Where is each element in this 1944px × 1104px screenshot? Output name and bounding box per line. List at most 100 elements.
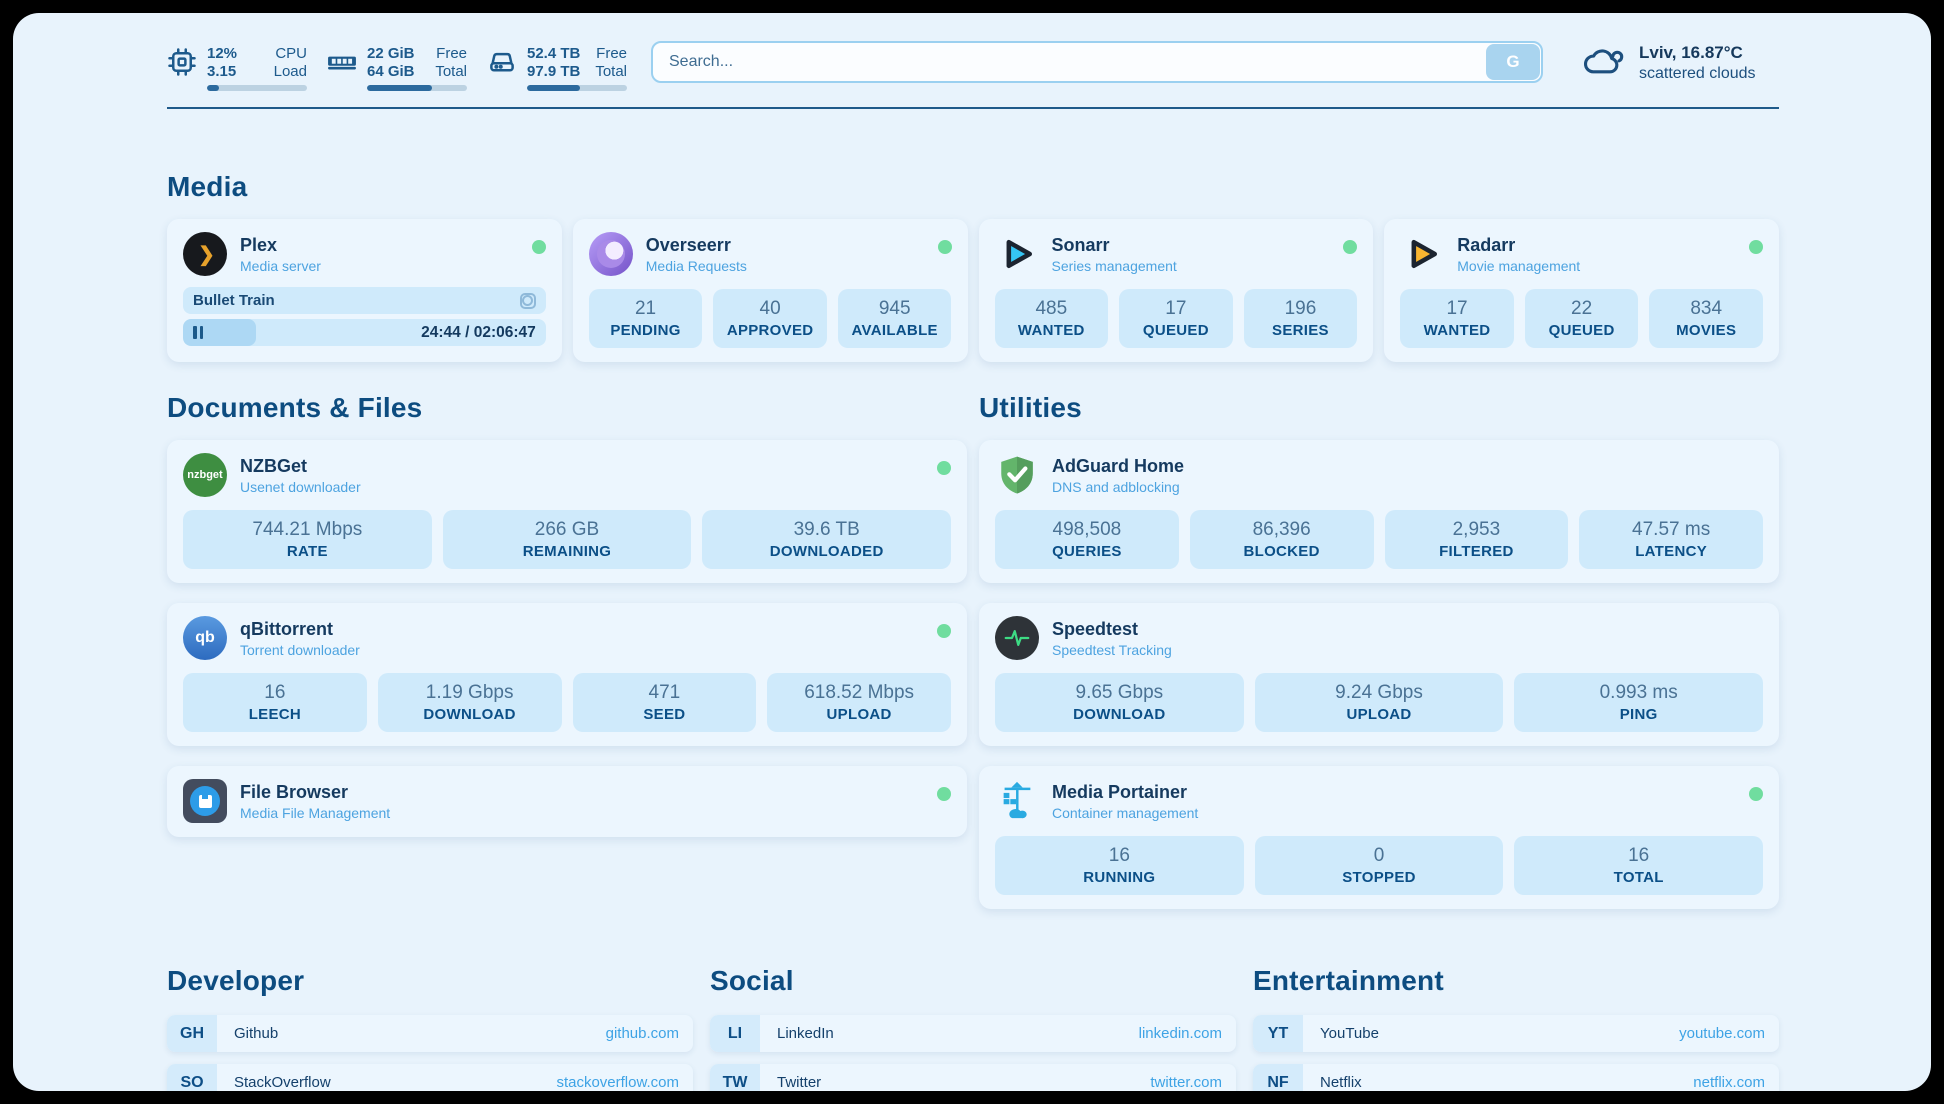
link-row-twitter[interactable]: TW Twitter twitter.com [710,1064,1236,1091]
documents-column: Documents & Files nzbget NZBGet Usenet d… [167,392,967,909]
stat-box: 47.57 ms LATENCY [1579,510,1763,569]
app-description: Movie management [1457,257,1581,274]
speedtest-card[interactable]: Speedtest Speedtest Tracking 9.65 Gbps DO… [979,603,1779,746]
playback-time: 24:44 / 02:06:47 [421,323,536,341]
radarr-icon [1400,232,1444,276]
link-name: Netflix [1320,1074,1362,1091]
app-name: File Browser [240,781,349,802]
link-row-linkedin[interactable]: LI LinkedIn linkedin.com [710,1015,1236,1052]
app-name: AdGuard Home [1052,455,1185,476]
link-name: Github [234,1025,279,1042]
stat-box: 1.19 Gbps DOWNLOAD [377,673,562,732]
portainer-icon [995,779,1039,823]
stat-box: 86,396 BLOCKED [1189,510,1374,569]
app-description: Speedtest Tracking [1052,641,1172,658]
status-online-dot [1749,240,1763,254]
ram-progress-bar [367,85,467,91]
stat-box: 17 QUEUED [1119,289,1233,348]
link-url[interactable]: twitter.com [1150,1074,1222,1091]
link-row-youtube[interactable]: YT YouTube youtube.com [1253,1015,1779,1052]
stat-box: 485 WANTED [994,289,1109,348]
sonarr-card[interactable]: Sonarr Series management 485 WANTED 17 QUE… [978,219,1374,362]
app-name: Plex [240,234,278,255]
app-description: Torrent downloader [240,641,360,658]
overseerr-card[interactable]: Overseerr Media Requests 21 PENDING 40 APP… [572,219,968,362]
system-metrics: 12% 3.15 CPU Load [167,45,627,91]
app-name: NZBGet [240,455,307,476]
stat-box: 40 APPROVED [713,289,827,348]
section-title-utilities: Utilities [979,392,1082,423]
status-online-dot [937,461,951,475]
social-links-column: Social LI LinkedIn linkedin.com TW Twitt… [710,965,1236,1091]
app-name: Radarr [1457,234,1516,255]
stat-box: 21 PENDING [588,289,703,348]
stat-box: 0 STOPPED [1254,836,1504,895]
cpu-label-top: CPU [275,45,307,62]
qbittorrent-card[interactable]: qb qBittorrent Torrent downloader 16 LEEC… [167,603,967,746]
search-engine-button[interactable]: G [1486,44,1540,80]
nzbget-card[interactable]: nzbget NZBGet Usenet downloader 744.21 M… [167,440,967,583]
link-abbr: NF [1253,1064,1303,1091]
top-bar: 12% 3.15 CPU Load [167,37,1779,91]
stat-box: 945 AVAILABLE [837,289,952,348]
section-title-developer: Developer [167,965,305,996]
disk-metric: 52.4 TB 97.9 TB Free Total [487,45,627,91]
ram-label-bottom: Total [435,63,467,80]
adguard-icon [995,453,1039,497]
link-url[interactable]: linkedin.com [1138,1025,1222,1042]
ram-free-value: 22 GiB [367,45,415,62]
now-playing-title: Bullet Train [193,292,275,309]
cpu-usage-value: 12% [207,45,238,62]
ram-total-value: 64 GiB [367,63,415,80]
app-name: qBittorrent [240,618,333,639]
section-title-social: Social [710,965,794,996]
adguard-card[interactable]: AdGuard Home DNS and adblocking 498,508 Q… [979,440,1779,583]
app-name: Overseerr [645,234,731,255]
status-online-dot [937,787,951,801]
dashboard-panel: 12% 3.15 CPU Load [13,13,1931,1091]
app-name: Sonarr [1051,234,1110,255]
stat-box: 266 GB REMAINING [442,510,692,569]
link-abbr: TW [710,1064,760,1091]
link-url[interactable]: stackoverflow.com [556,1074,679,1091]
link-row-github[interactable]: GH Github github.com [167,1015,693,1052]
link-url[interactable]: youtube.com [1679,1025,1765,1042]
link-name: StackOverflow [234,1074,331,1091]
search-input[interactable] [651,41,1543,83]
stat-box: 0.993 ms PING [1514,673,1764,732]
link-url[interactable]: github.com [605,1025,679,1042]
cpu-icon [168,48,196,76]
disk-label-bottom: Total [595,63,627,80]
link-row-netflix[interactable]: NF Netflix netflix.com [1253,1064,1779,1091]
link-abbr: YT [1253,1015,1303,1052]
portainer-card[interactable]: Media Portainer Container management 16 R… [979,766,1779,909]
disk-total-value: 97.9 TB [527,63,581,80]
entertainment-links-column: Entertainment YT YouTube youtube.com NF … [1253,965,1779,1091]
filebrowser-card[interactable]: File Browser Media File Management [167,766,967,837]
plex-card[interactable]: ❯ Plex Media server Bullet Train 24:44 /… [167,219,562,362]
status-online-dot [937,240,952,254]
section-title-entertainment: Entertainment [1253,965,1444,996]
pause-icon[interactable] [193,326,203,339]
stat-box: 22 QUEUED [1524,289,1639,348]
disk-label-top: Free [596,45,627,62]
link-row-stackoverflow[interactable]: SO StackOverflow stackoverflow.com [167,1064,693,1091]
stat-box: 744.21 Mbps RATE [183,510,432,569]
link-name: YouTube [1320,1025,1379,1042]
link-url[interactable]: netflix.com [1693,1074,1765,1091]
utilities-column: Utilities [979,392,1779,909]
camera-icon[interactable] [519,292,536,309]
stat-box: 834 MOVIES [1649,289,1763,348]
stat-box: 39.6 TB DOWNLOADED [702,510,952,569]
app-name: Speedtest [1052,618,1139,639]
nzbget-icon: nzbget [183,453,227,497]
disk-free-value: 52.4 TB [527,45,581,62]
status-online-dot [531,240,546,254]
stat-box: 17 WANTED [1400,289,1514,348]
status-online-dot [1749,787,1763,801]
link-abbr: GH [167,1015,217,1052]
radarr-card[interactable]: Radarr Movie management 17 WANTED 22 QUEUE… [1384,219,1779,362]
section-title-documents: Documents & Files [167,392,423,423]
link-name: LinkedIn [777,1025,834,1042]
stat-box: 9.24 Gbps UPLOAD [1254,673,1504,732]
